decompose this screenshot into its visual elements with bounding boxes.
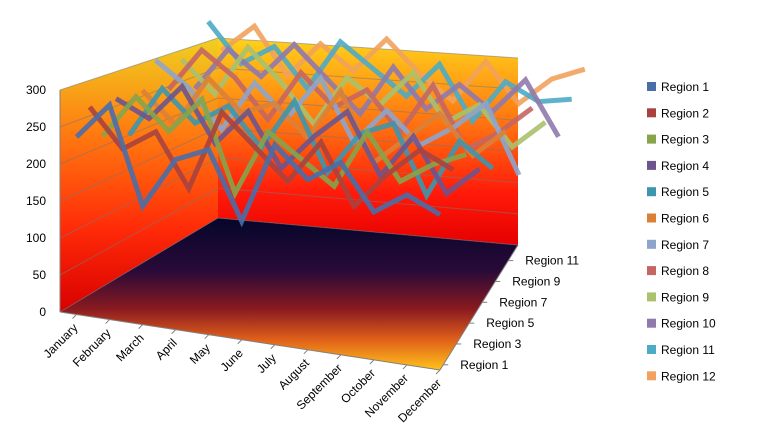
legend-swatch [647, 82, 656, 91]
x-tick [435, 369, 441, 375]
gridline-side [59, 37, 219, 91]
legend-label: Region 9 [661, 290, 709, 304]
depth-tick-label: Region 5 [486, 316, 534, 330]
series-line-region-8 [166, 46, 534, 154]
x-tick-label: July [254, 351, 279, 376]
depth-axis: Region 1 Region 3 Region 5 Region 7 Region 9… [439, 244, 579, 372]
legend-label: Region 2 [661, 106, 709, 120]
legend-swatch [647, 213, 656, 223]
legend-swatch [647, 266, 656, 276]
legend-swatch [647, 160, 656, 170]
series-line-region-4 [114, 82, 481, 198]
x-tick [270, 344, 276, 350]
legend-swatch [647, 292, 656, 302]
gridline-back [217, 37, 519, 59]
series-line-region-2 [87, 105, 455, 211]
legend-swatch [647, 318, 656, 328]
x-tick [105, 319, 110, 324]
x-tick [204, 334, 210, 340]
legend-label: Region 4 [661, 159, 709, 173]
legend-label: Region 5 [661, 185, 709, 199]
depth-tick-label: Region 3 [473, 337, 521, 351]
legend-label: Region 8 [661, 264, 709, 278]
x-tick-label: May [187, 341, 213, 367]
x-tick [402, 364, 408, 370]
legend-label: Region 12 [661, 369, 716, 383]
y-tick-label: 0 [39, 305, 46, 319]
x-tick [237, 339, 243, 345]
x-axis-line [59, 311, 441, 371]
series-line-region-3 [100, 92, 468, 200]
legend-swatch [647, 345, 656, 354]
x-tick [72, 314, 77, 319]
legend-swatch [647, 371, 656, 381]
legend-label: Region 10 [661, 317, 716, 331]
y-tick-label: 200 [26, 157, 46, 171]
depth-tick-label: Region 9 [512, 274, 560, 288]
gridline-side [59, 217, 219, 313]
series-line-region-11 [206, 20, 572, 126]
legend-swatch [647, 108, 656, 118]
x-tick [336, 354, 342, 360]
x-tick-label: August [276, 356, 313, 393]
x-tick-label: March [113, 331, 146, 364]
legend-swatch [647, 187, 656, 197]
legend-label: Region 6 [661, 212, 709, 226]
x-tick [138, 324, 143, 329]
x-tick-label: June [218, 346, 247, 375]
legend-label: Region 11 [661, 343, 715, 357]
y-tick-label: 50 [33, 268, 47, 282]
x-tick-label: April [153, 336, 180, 363]
legend-label: Region 3 [661, 133, 709, 147]
depth-axis-line [439, 244, 519, 371]
gridline-back [217, 217, 519, 246]
legend-label: Region 1 [661, 80, 709, 94]
series-line-region-10 [193, 41, 561, 138]
x-tick [171, 329, 177, 335]
series-line-region-6 [140, 74, 508, 167]
legend-label: Region 7 [661, 238, 709, 252]
series-line-region-12 [219, 22, 586, 107]
legend-swatch [647, 134, 656, 144]
y-tick-label: 100 [26, 231, 46, 245]
x-tick [369, 359, 375, 365]
depth-tick-label: Region 11 [525, 254, 579, 268]
legend-swatch [647, 239, 656, 249]
series-lines [74, 20, 586, 228]
series-line-region-1 [74, 100, 442, 228]
x-tick [303, 349, 309, 355]
y-tick-label: 150 [26, 194, 46, 208]
y-tick-label: 300 [26, 83, 46, 97]
gridline-side [59, 187, 219, 276]
gridline-side [59, 127, 219, 202]
y-tick-label: 250 [26, 120, 46, 134]
depth-tick-label: Region 7 [499, 295, 547, 309]
legend: Region 1 Region 2 Region 3 Region 4 Region 5… [647, 80, 716, 383]
y-axis: 0 50 100 150 200 250 300 [26, 83, 61, 319]
floor [60, 218, 518, 370]
depth-tick-label: Region 1 [460, 358, 508, 372]
